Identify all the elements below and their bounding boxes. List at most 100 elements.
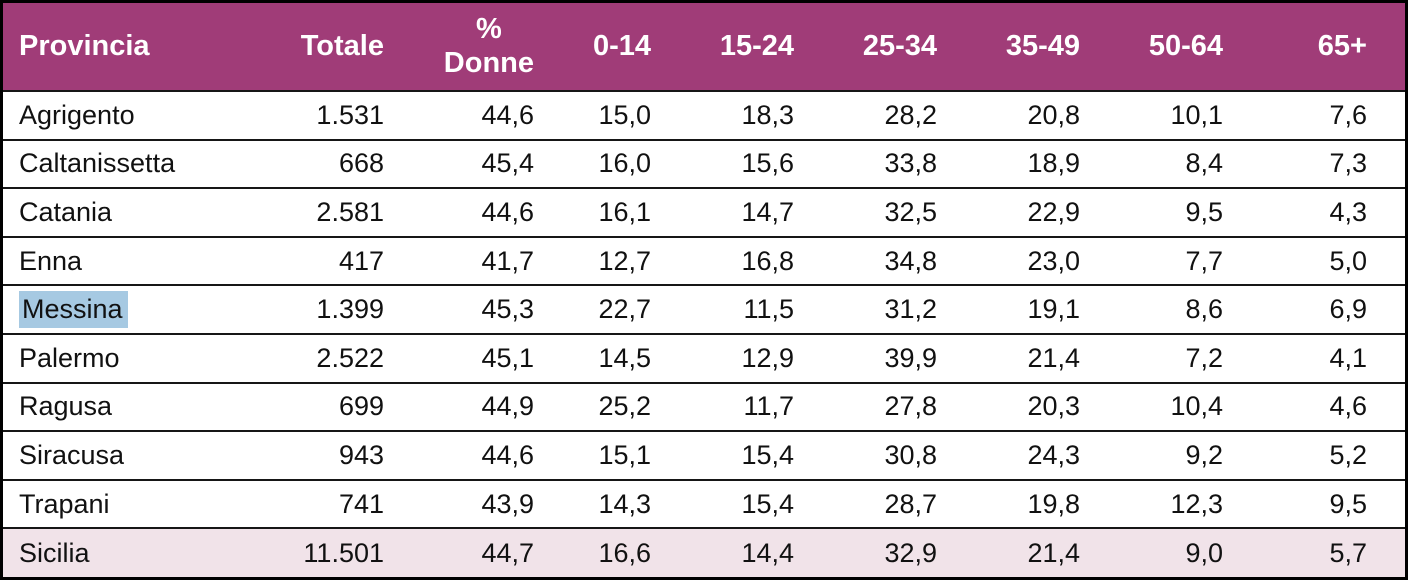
value-cell-age-35-49: 24,3 [981, 430, 1124, 480]
value-cell-age-65-plus: 6,9 [1267, 284, 1405, 334]
header-line2: Donne [443, 46, 534, 79]
header-row: Provincia Totale% Donne 0-14 15-24 25-34 35-49… [3, 3, 1405, 91]
province-cell: Palermo [3, 332, 283, 383]
table-row-messina: Messina 1.399 45,3 22,7 11,5 31,2 19,1 8,6 6,9 [3, 284, 1405, 334]
value-cell-pct-donne: 44,6 [428, 90, 578, 140]
value-cell-pct-donne: 41,7 [428, 235, 578, 286]
table-row-catania: Catania 2.581 44,6 16,1 14,7 32,5 22,9 9,5 4,3 [3, 187, 1405, 237]
col-header-age-65-plus: 65+ [1267, 3, 1405, 91]
value-cell-age-25-34: 39,9 [838, 332, 981, 383]
value-cell-age-50-64: 10,4 [1124, 381, 1267, 432]
value-cell-age-25-34: 28,7 [838, 478, 981, 529]
province-cell: Trapani [3, 478, 283, 529]
value-cell-age-25-34: 27,8 [838, 381, 981, 432]
value-cell-age-15-24: 11,7 [695, 381, 838, 432]
value-cell-pct-donne: 45,1 [428, 332, 578, 383]
value-cell-age-65-plus: 9,5 [1267, 478, 1405, 529]
value-cell-age-65-plus: 7,6 [1267, 90, 1405, 140]
value-cell-age-0-14: 14,3 [578, 478, 695, 529]
value-cell-age-25-34: 32,9 [838, 527, 981, 577]
value-cell-age-35-49: 22,9 [981, 187, 1124, 237]
value-cell-age-50-64: 8,4 [1124, 138, 1267, 189]
value-cell-age-15-24: 14,7 [695, 187, 838, 237]
value-cell-pct-donne: 44,9 [428, 381, 578, 432]
col-header-age-0-14: 0-14 [578, 3, 695, 91]
value-cell-age-35-49: 19,8 [981, 478, 1124, 529]
value-cell-pct-donne: 44,6 [428, 187, 578, 237]
table-row-ragusa: Ragusa 699 44,9 25,2 11,7 27,8 20,3 10,4 4,6 [3, 381, 1405, 432]
value-cell-age-50-64: 8,6 [1124, 284, 1267, 334]
value-cell-pct-donne: 45,4 [428, 138, 578, 189]
col-header-age-15-24: 15-24 [695, 3, 838, 91]
selected-text-highlight[interactable]: Messina [19, 291, 128, 329]
value-cell-age-50-64: 7,2 [1124, 332, 1267, 383]
col-header-age-50-64: 50-64 [1124, 3, 1267, 91]
value-cell-age-25-34: 32,5 [838, 187, 981, 237]
value-cell-age-65-plus: 5,2 [1267, 430, 1405, 480]
value-cell-age-15-24: 11,5 [695, 284, 838, 334]
table-row-trapani: Trapani 741 43,9 14,3 15,4 28,7 19,8 12,3 9,5 [3, 478, 1405, 529]
value-cell-age-0-14: 15,1 [578, 430, 695, 480]
table-row-enna: Enna 417 41,7 12,7 16,8 34,8 23,0 7,7 5,0 [3, 235, 1405, 286]
value-cell-age-35-49: 20,8 [981, 90, 1124, 140]
value-cell-age-35-49: 20,3 [981, 381, 1124, 432]
value-cell-age-0-14: 12,7 [578, 235, 695, 286]
value-cell-age-25-34: 33,8 [838, 138, 981, 189]
value-cell-totale: 668 [283, 138, 428, 189]
value-cell-age-15-24: 15,4 [695, 430, 838, 480]
value-cell-pct-donne: 45,3 [428, 284, 578, 334]
value-cell-age-0-14: 25,2 [578, 381, 695, 432]
table-row-agrigento: Agrigento 1.531 44,6 15,0 18,3 28,2 20,8 10,1 7,… [3, 90, 1405, 140]
province-cell: Catania [3, 187, 283, 237]
value-cell-age-65-plus: 4,3 [1267, 187, 1405, 237]
value-cell-totale: 1.531 [283, 90, 428, 140]
value-cell-age-65-plus: 5,7 [1267, 527, 1405, 577]
province-cell: Enna [3, 235, 283, 286]
value-cell-age-35-49: 21,4 [981, 527, 1124, 577]
province-cell: Messina [3, 284, 283, 334]
value-cell-age-35-49: 18,9 [981, 138, 1124, 189]
value-cell-pct-donne: 44,7 [428, 527, 578, 577]
value-cell-age-65-plus: 5,0 [1267, 235, 1405, 286]
value-cell-age-25-34: 30,8 [838, 430, 981, 480]
header-line1: % [475, 13, 502, 46]
value-cell-age-50-64: 9,2 [1124, 430, 1267, 480]
table-row-caltanissetta: Caltanissetta 668 45,4 16,0 15,6 33,8 18,9 8,4 7… [3, 138, 1405, 189]
table-body: Agrigento 1.531 44,6 15,0 18,3 28,2 20,8 10,1 7,… [3, 90, 1405, 577]
value-cell-totale: 11.501 [283, 527, 428, 577]
table-row-palermo: Palermo 2.522 45,1 14,5 12,9 39,9 21,4 7,2 4,1 [3, 332, 1405, 383]
value-cell-pct-donne: 43,9 [428, 478, 578, 529]
province-cell: Ragusa [3, 381, 283, 432]
province-cell: Caltanissetta [3, 138, 283, 189]
value-cell-age-50-64: 7,7 [1124, 235, 1267, 286]
col-header-provincia: Provincia [3, 3, 283, 91]
value-cell-totale: 741 [283, 478, 428, 529]
value-cell-age-15-24: 15,4 [695, 478, 838, 529]
value-cell-age-50-64: 10,1 [1124, 90, 1267, 140]
table-row-sicilia: Sicilia 11.501 44,7 16,6 14,4 32,9 21,4 9,0 5,7 [3, 527, 1405, 577]
value-cell-age-50-64: 9,0 [1124, 527, 1267, 577]
col-header-totale: Totale [283, 3, 428, 91]
value-cell-age-50-64: 12,3 [1124, 478, 1267, 529]
value-cell-age-35-49: 21,4 [981, 332, 1124, 383]
province-age-distribution-table: Provincia Totale% Donne 0-14 15-24 25-34 35-49… [3, 3, 1405, 577]
col-header-pct-donne: % Donne [428, 3, 578, 91]
value-cell-age-15-24: 14,4 [695, 527, 838, 577]
value-cell-age-15-24: 18,3 [695, 90, 838, 140]
value-cell-age-25-34: 31,2 [838, 284, 981, 334]
value-cell-age-0-14: 16,0 [578, 138, 695, 189]
value-cell-age-35-49: 23,0 [981, 235, 1124, 286]
value-cell-age-0-14: 15,0 [578, 90, 695, 140]
value-cell-age-65-plus: 4,1 [1267, 332, 1405, 383]
value-cell-age-25-34: 34,8 [838, 235, 981, 286]
col-header-age-25-34: 25-34 [838, 3, 981, 91]
province-cell: Siracusa [3, 430, 283, 480]
value-cell-totale: 699 [283, 381, 428, 432]
value-cell-age-25-34: 28,2 [838, 90, 981, 140]
value-cell-pct-donne: 44,6 [428, 430, 578, 480]
value-cell-totale: 2.581 [283, 187, 428, 237]
table-row-siracusa: Siracusa 943 44,6 15,1 15,4 30,8 24,3 9,2 5,2 [3, 430, 1405, 480]
value-cell-age-15-24: 16,8 [695, 235, 838, 286]
value-cell-age-65-plus: 7,3 [1267, 138, 1405, 189]
